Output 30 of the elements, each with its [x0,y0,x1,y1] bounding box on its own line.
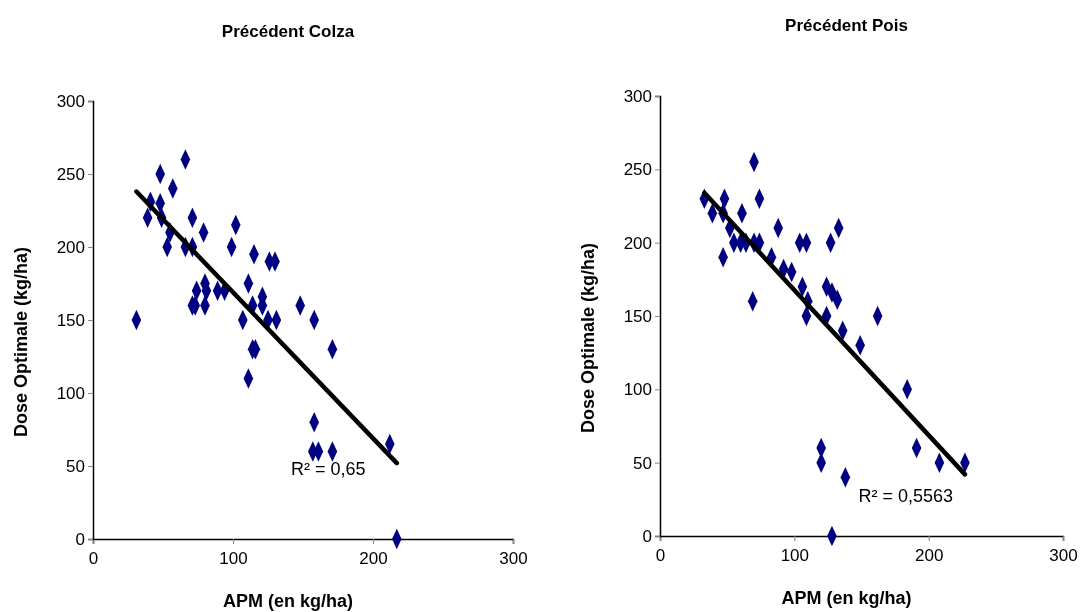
x-tick-label: 200 [914,546,944,565]
x-tick-label: 0 [88,549,99,568]
y-tick-label: 50 [66,456,85,476]
x-tick-label: 100 [780,546,810,565]
x-axis-title: APM (en kg/ha) [222,591,354,611]
x-tick-label: 300 [1049,546,1078,565]
annotation: R² = 0,65 [290,458,366,479]
y-tick-label: 200 [56,237,85,257]
chart-title: Précédent Colza [221,22,355,41]
y-axis-title: Dose Optimale (kg/ha) [11,246,31,438]
y-tick-label: 300 [56,91,85,111]
x-tick-label: 0 [655,546,666,565]
y-tick-label: 200 [623,233,652,253]
y-tick-label: 300 [623,86,652,106]
y-axis-title: Dose Optimale (kg/ha) [578,242,598,434]
annotation: R² = 0,5563 [858,486,954,507]
y-tick-label: 250 [623,160,652,180]
x-axis-title: APM (en kg/ha) [781,588,912,608]
x-tick-label: 200 [359,549,388,568]
y-tick-label: 0 [75,529,85,549]
y-tick-label: 150 [623,306,652,326]
y-tick-label: 50 [633,453,652,473]
x-tick-label: 300 [499,549,528,568]
y-tick-label: 250 [56,164,85,184]
y-tick-label: 100 [56,383,85,403]
y-tick-label: 0 [642,526,652,546]
chart-title: Précédent Pois [785,16,908,35]
x-tick-label: 100 [219,549,248,568]
y-tick-label: 150 [56,310,85,330]
y-tick-label: 100 [623,380,652,400]
